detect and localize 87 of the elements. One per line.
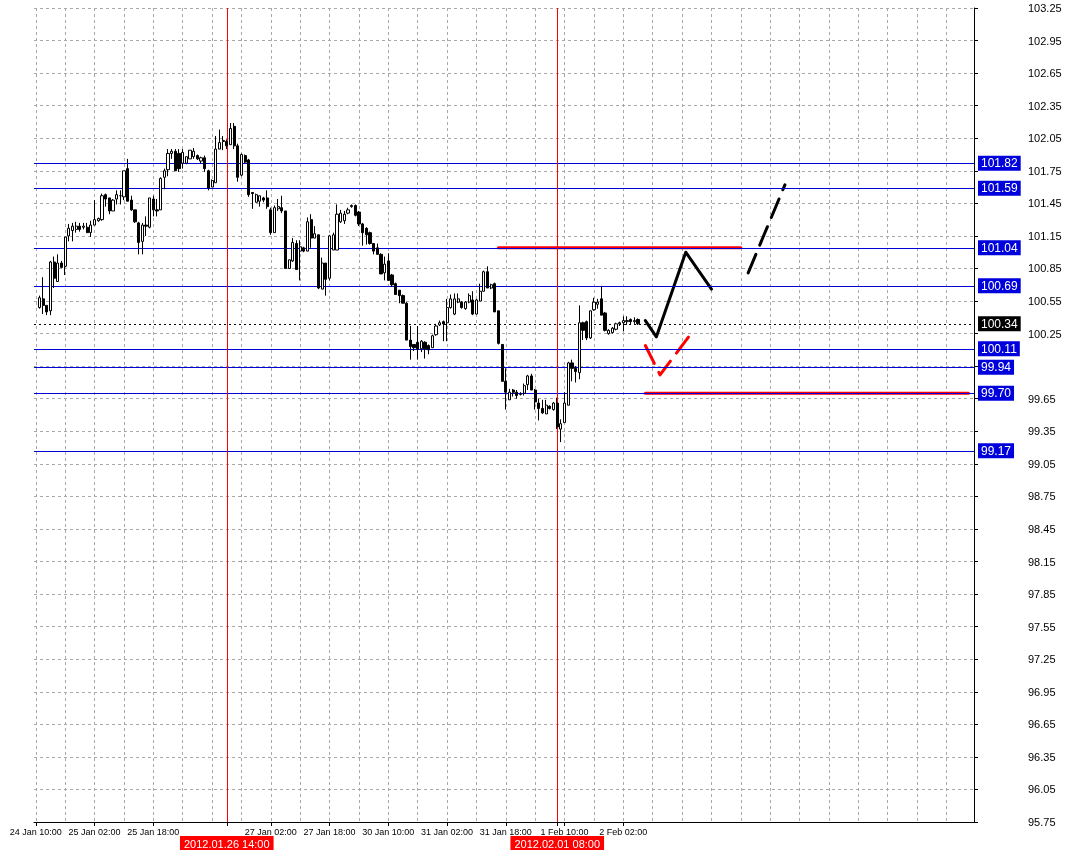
candlestick: [42, 276, 45, 315]
candlestick: [343, 210, 346, 225]
candlestick: [383, 256, 386, 281]
candlestick: [310, 213, 313, 249]
y-tick-label: 97.55: [1028, 620, 1056, 633]
candlestick: [49, 260, 52, 316]
x-tick-label: 24 Jan 10:00: [9, 826, 62, 837]
candlestick: [266, 189, 269, 210]
y-tick-label: 98.45: [1028, 522, 1056, 535]
candlestick: [177, 148, 181, 173]
candlestick: [365, 226, 368, 246]
ref-line-label: 101.04: [981, 240, 1019, 255]
candlestick: [181, 148, 184, 170]
candlestick: [269, 207, 272, 236]
x-tick-label: 27 Jan 02:00: [244, 826, 297, 837]
candlestick: [515, 389, 518, 400]
y-tick-label: 102.05: [1028, 132, 1062, 145]
ref-line-label: 100.11: [981, 341, 1018, 356]
y-tick-label: 96.35: [1028, 750, 1056, 763]
candlestick: [614, 322, 618, 331]
y-tick-label: 96.65: [1028, 718, 1056, 731]
candlestick: [255, 193, 258, 203]
y-tick-label: 96.05: [1028, 783, 1056, 796]
candlestick: [188, 149, 192, 160]
ref-line-label: 99.17: [981, 443, 1012, 458]
y-tick-label: 102.95: [1028, 34, 1062, 47]
y-tick-label: 102.65: [1028, 67, 1062, 80]
candlestick: [512, 388, 515, 398]
candlestick: [108, 197, 111, 215]
y-tick-label: 103.25: [1028, 2, 1062, 14]
candlestick: [174, 148, 177, 172]
candlestick: [423, 340, 427, 360]
candlestick: [299, 239, 302, 281]
y-tick-label: 102.35: [1028, 99, 1062, 112]
x-tick-label: 27 Jan 18:00: [303, 826, 356, 837]
y-tick-label: 101.75: [1028, 164, 1062, 177]
candlestick: [192, 147, 195, 160]
x-tick-label: 2012.02.01 08:00: [514, 837, 601, 850]
y-tick-label: 101.45: [1028, 197, 1062, 210]
y-tick-label: 96.95: [1028, 685, 1056, 698]
candlestick: [207, 169, 210, 191]
candlestick: [526, 374, 529, 391]
y-tick-label: 98.75: [1028, 490, 1056, 503]
x-tick-label: 25 Jan 18:00: [127, 826, 180, 837]
y-tick-label: 95.75: [1028, 816, 1056, 828]
candlestick: [137, 221, 140, 255]
y-tick-label: 97.85: [1028, 588, 1056, 601]
y-tick-label: 98.15: [1028, 555, 1056, 568]
candlestick: [306, 216, 309, 252]
x-tick-label: 30 Jan 10:00: [362, 826, 415, 837]
candlestick: [545, 399, 548, 415]
y-tick-label: 100.25: [1028, 327, 1062, 340]
x-tick-label: 31 Jan 02:00: [421, 826, 474, 837]
candlestick: [203, 155, 206, 173]
ref-line-label: 101.82: [981, 156, 1019, 171]
y-tick-label: 100.85: [1028, 262, 1062, 275]
y-tick-label: 99.65: [1028, 392, 1056, 405]
candlestick: [578, 304, 581, 380]
x-tick-label: 2 Feb 02:00: [599, 826, 648, 837]
ref-line-label: 100.34: [981, 316, 1019, 331]
y-tick-label: 100.55: [1028, 295, 1062, 308]
candlestick: [258, 195, 261, 208]
candlestick: [71, 222, 74, 242]
y-tick-label: 99.35: [1028, 425, 1056, 438]
y-tick-label: 101.15: [1028, 229, 1062, 242]
ref-line-label: 99.70: [981, 386, 1012, 401]
ref-line-label: 100.69: [981, 278, 1019, 293]
candlestick: [335, 203, 339, 251]
x-tick-label: 1 Feb 10:00: [540, 826, 589, 837]
candlestick: [611, 326, 614, 335]
ref-line-label: 101.59: [981, 181, 1019, 196]
candlestick: [100, 193, 104, 222]
x-tick-label: 2012.01.26 14:00: [183, 837, 270, 850]
candlestick: [453, 292, 456, 316]
candlestick: [416, 325, 419, 361]
y-tick-label: 97.25: [1028, 653, 1056, 666]
candlestick: [548, 404, 551, 411]
candlestick: [471, 290, 474, 316]
x-tick-label: 31 Jan 18:00: [479, 826, 532, 837]
candlestick: [78, 222, 81, 233]
candlestick: [486, 265, 489, 289]
y-tick-label: 99.05: [1028, 457, 1056, 470]
candlestick: [229, 122, 232, 146]
x-tick-label: 25 Jan 02:00: [68, 826, 121, 837]
candlestick: [82, 222, 85, 230]
ref-line-label: 99.94: [981, 360, 1012, 375]
candlestick: [86, 222, 89, 234]
